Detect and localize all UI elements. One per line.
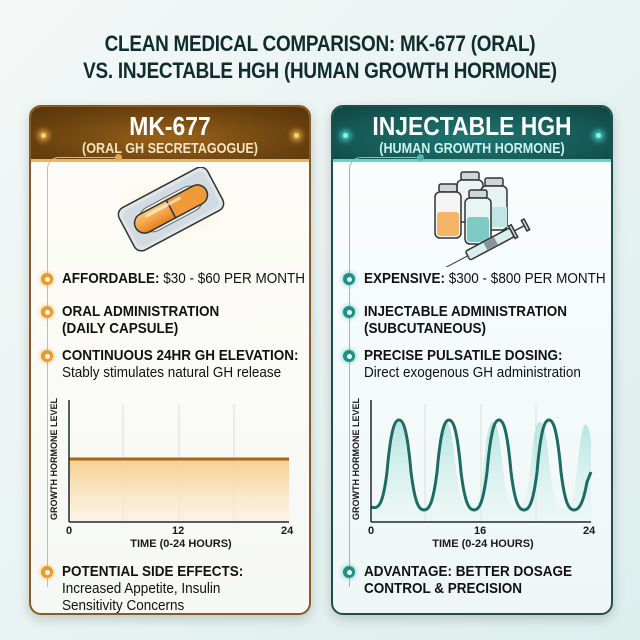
mk677-chart: GROWTH HORMONE LEVEL 0 12 24 TIME (0-24 … [31, 392, 309, 552]
x-tick: 24 [281, 525, 294, 537]
bullet-dot-icon [41, 350, 53, 362]
x-tick: 12 [172, 525, 185, 537]
bullet-advantage: ADVANTAGE: BETTER DOSAGE CONTROL & PRECIS… [343, 563, 595, 597]
connector-dot [115, 154, 122, 161]
bullet-heading: ORAL ADMINISTRATION [62, 303, 220, 320]
bullet-heading-line2: CONTROL & PRECISION [364, 580, 523, 597]
bullet-heading: PRECISE PULSATILE DOSING: [364, 347, 563, 364]
bullet-dosing: PRECISE PULSATILE DOSING: Direct exogenou… [343, 347, 605, 381]
y-axis-label: GROWTH HORMONE LEVEL [49, 398, 59, 520]
connector-line [47, 157, 117, 587]
hgh-name: INJECTABLE HGH [372, 111, 572, 141]
hgh-card: INJECTABLE HGH (HUMAN GROWTH HORMONE) [331, 105, 613, 615]
bullet-text: $30 - $60 PER MONTH [159, 270, 306, 287]
hgh-chart: GROWTH HORMONE LEVEL 0 16 24 TIME (0-24 … [333, 392, 611, 552]
bullet-administration: INJECTABLE ADMINISTRATION (SUBCUTANEOUS) [343, 303, 590, 337]
bullet-administration: ORAL ADMINISTRATION (DAILY CAPSULE) [41, 303, 237, 337]
bullet-text: $300 - $800 PER MONTH [445, 270, 606, 287]
connector-dot [417, 154, 424, 161]
x-axis-label: TIME (0-24 HOURS) [432, 538, 534, 550]
pill-blister-icon [31, 166, 309, 267]
x-tick: 24 [583, 525, 596, 537]
bullet-heading-line2: (SUBCUTANEOUS) [364, 320, 487, 337]
x-tick: 0 [66, 525, 73, 537]
mk677-name: MK-677 [129, 111, 211, 141]
bullet-text: Direct exogenous GH administration [364, 364, 581, 381]
bullet-dot-icon [343, 350, 355, 362]
title-line-2: VS. INJECTABLE HGH (HUMAN GROWTH HORMONE… [83, 58, 557, 83]
bullet-heading-line2: (DAILY CAPSULE) [62, 320, 179, 337]
bullet-text: Stably stimulates natural GH release [62, 364, 282, 381]
bullet-heading: ADVANTAGE: BETTER DOSAGE [364, 563, 573, 580]
bullet-heading: POTENTIAL SIDE EFFECTS: [62, 563, 244, 580]
page-title: CLEAN MEDICAL COMPARISON: MK-677 (ORAL) … [45, 30, 595, 84]
connector-line [349, 157, 419, 587]
x-axis-label: TIME (0-24 HOURS) [130, 538, 232, 550]
mk677-header: MK-677 (ORAL GH SECRETAGOGUE) [31, 107, 309, 162]
x-tick: 0 [368, 525, 375, 537]
bullet-profile: CONTINUOUS 24HR GH ELEVATION: Stably stim… [41, 347, 309, 381]
sparkle-icon [343, 133, 348, 138]
bullet-text: Sensitivity Concerns [62, 597, 185, 614]
bullet-dot-icon [41, 566, 53, 578]
bullet-dot-icon [41, 306, 53, 318]
hgh-subtitle: (HUMAN GROWTH HORMONE) [379, 140, 565, 157]
sparkle-icon [41, 133, 46, 138]
bullet-text: Increased Appetite, Insulin [62, 580, 221, 597]
bullet-heading: AFFORDABLE: [62, 270, 160, 287]
bullet-cost: AFFORDABLE: $30 - $60 PER MONTH [41, 270, 309, 287]
x-tick: 16 [474, 525, 487, 537]
y-axis-label: GROWTH HORMONE LEVEL [351, 398, 361, 520]
vials-syringe-icon [333, 167, 611, 270]
bullet-cost: EXPENSIVE: $300 - $800 PER MONTH [343, 270, 611, 287]
bullet-dot-icon [343, 566, 355, 578]
title-line-1: CLEAN MEDICAL COMPARISON: MK-677 (ORAL) [104, 31, 536, 56]
bullet-dot-icon [41, 273, 53, 285]
hgh-header: INJECTABLE HGH (HUMAN GROWTH HORMONE) [333, 107, 611, 162]
sparkle-icon [294, 133, 299, 138]
mk677-card: MK-677 (ORAL GH SECRETAGOGUE) [29, 105, 311, 615]
sparkle-icon [596, 133, 601, 138]
bullet-heading: EXPENSIVE: [364, 270, 446, 287]
bullet-dot-icon [343, 273, 355, 285]
bullet-dot-icon [343, 306, 355, 318]
bullet-heading: CONTINUOUS 24HR GH ELEVATION: [62, 347, 299, 364]
bullet-side-effects: POTENTIAL SIDE EFFECTS: Increased Appetit… [41, 563, 263, 614]
mk677-subtitle: (ORAL GH SECRETAGOGUE) [82, 140, 258, 157]
bullet-heading: INJECTABLE ADMINISTRATION [364, 303, 568, 320]
